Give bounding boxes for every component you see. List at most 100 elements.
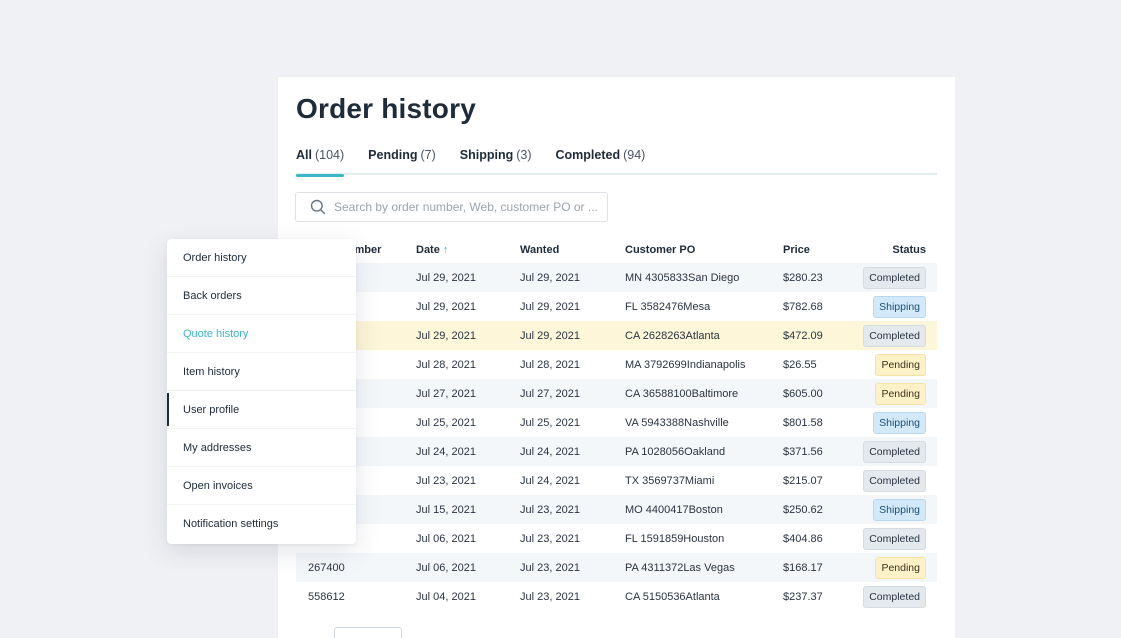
customer-po-cell: CA 5150536Atlanta xyxy=(625,590,720,603)
tab-pending[interactable]: Pending (7) xyxy=(368,147,436,175)
customer-po-cell: VA 5943388Nashville xyxy=(625,416,729,429)
table-row[interactable]: Jul 24, 2021 Jul 24, 2021 PA 1028056Oaklan… xyxy=(296,437,937,466)
wanted-date-cell: Jul 23, 2021 xyxy=(520,561,580,574)
date-cell: Jul 29, 2021 xyxy=(416,271,476,284)
sort-ascending-icon: ↑ xyxy=(442,244,449,256)
wanted-date-cell: Jul 25, 2021 xyxy=(520,416,580,429)
date-cell: Jul 28, 2021 xyxy=(416,358,476,371)
price-cell: $782.68 xyxy=(783,300,823,313)
menu-item-order-history[interactable]: Order history xyxy=(167,239,356,277)
date-cell: Jul 25, 2021 xyxy=(416,416,476,429)
status-badge: Pending xyxy=(875,353,926,376)
tab-label: Pending xyxy=(368,148,418,162)
status-badge: Completed xyxy=(863,440,926,463)
table-row[interactable]: 267400 Jul 06, 2021 Jul 23, 2021 PA 4311372… xyxy=(296,553,937,582)
page-title: Order history xyxy=(296,93,476,124)
tab-count: (104) xyxy=(314,148,345,162)
customer-po-cell: CA 36588100Baltimore xyxy=(625,387,739,400)
menu-item-item-history[interactable]: Item history xyxy=(167,353,356,391)
price-cell: $371.56 xyxy=(783,445,823,458)
menu-item-quote-history[interactable]: Quote history xyxy=(167,315,356,353)
status-cell: Shipping xyxy=(853,295,937,318)
menu-item-user-profile[interactable]: User profile xyxy=(167,391,356,429)
table-row[interactable]: Jul 15, 2021 Jul 23, 2021 MO 4400417Boston… xyxy=(296,495,937,524)
order-history-card: Order history All (104) Pending (7) Shippi… xyxy=(278,77,955,638)
customer-po-cell: FL 1591859Houston xyxy=(625,532,725,545)
status-badge: Completed xyxy=(863,527,926,550)
tab-completed[interactable]: Completed (94) xyxy=(556,147,646,175)
column-header-customer-po[interactable]: Customer PO xyxy=(625,244,696,256)
tab-label: Completed xyxy=(555,148,621,162)
menu-item-my-addresses[interactable]: My addresses xyxy=(167,429,356,467)
price-cell: $237.37 xyxy=(783,590,823,603)
date-cell: Jul 15, 2021 xyxy=(416,503,476,516)
table-row[interactable]: Jul 06, 2021 Jul 23, 2021 FL 1591859Housto… xyxy=(296,524,937,553)
column-header-date-label: Date xyxy=(416,244,440,256)
page-size-select[interactable] xyxy=(334,627,402,638)
date-cell: Jul 29, 2021 xyxy=(416,300,476,313)
customer-po-cell: PA 4311372Las Vegas xyxy=(625,561,735,574)
table-row[interactable]: Jul 23, 2021 Jul 24, 2021 TX 3569737Miami $… xyxy=(296,466,937,495)
table-row[interactable]: Jul 28, 2021 Jul 28, 2021 MA 3792699Indian… xyxy=(296,350,937,379)
status-cell: Pending xyxy=(853,382,937,405)
date-cell: Jul 06, 2021 xyxy=(416,561,476,574)
column-header-date[interactable]: Date ↑ xyxy=(416,244,520,256)
status-badge: Shipping xyxy=(873,411,926,434)
date-cell: Jul 06, 2021 xyxy=(416,532,476,545)
menu-item-open-invoices[interactable]: Open invoices xyxy=(167,467,356,505)
column-header-wanted[interactable]: Wanted xyxy=(520,244,560,256)
tab-label: All xyxy=(296,148,312,162)
status-badge: Completed xyxy=(863,469,926,492)
column-header-status-label: Status xyxy=(892,244,926,256)
status-badge: Pending xyxy=(875,556,926,579)
wanted-date-cell: Jul 23, 2021 xyxy=(520,532,580,545)
table-row[interactable]: Jul 25, 2021 Jul 25, 2021 VA 5943388Nashvi… xyxy=(296,408,937,437)
status-badge: Completed xyxy=(863,324,926,347)
tab-count: (94) xyxy=(623,148,646,162)
customer-po-cell: CA 2628263Atlanta xyxy=(625,329,720,342)
search-box xyxy=(295,192,608,222)
wanted-date-cell: Jul 24, 2021 xyxy=(520,445,580,458)
menu-item-notification-settings[interactable]: Notification settings xyxy=(183,518,279,530)
date-cell: Jul 23, 2021 xyxy=(416,474,476,487)
customer-po-cell: MA 3792699Indianapolis xyxy=(625,358,746,371)
tab-shipping[interactable]: Shipping (3) xyxy=(460,147,532,175)
customer-po-cell: MN 4305833San Diego xyxy=(625,271,740,284)
status-cell: Pending xyxy=(853,353,937,376)
price-cell: $168.17 xyxy=(783,561,823,574)
wanted-date-cell: Jul 29, 2021 xyxy=(520,271,580,284)
date-cell: Jul 29, 2021 xyxy=(416,329,476,342)
table-row[interactable]: Jul 29, 2021 Jul 29, 2021 CA 2628263Atlant… xyxy=(296,321,937,350)
column-header-status[interactable]: Status xyxy=(853,244,937,256)
status-cell: Pending xyxy=(853,556,937,579)
customer-po-cell: TX 3569737Miami xyxy=(625,474,715,487)
tab-all[interactable]: All (104) xyxy=(296,147,345,177)
wanted-date-cell: Jul 29, 2021 xyxy=(520,329,580,342)
status-cell: Completed xyxy=(853,324,937,347)
column-header-price[interactable]: Price xyxy=(783,244,810,256)
table-row[interactable]: 558612 Jul 04, 2021 Jul 23, 2021 CA 5150536… xyxy=(296,582,937,611)
status-cell: Completed xyxy=(853,266,937,289)
table-header: Order number Date↑ Wanted Customer PO Pr… xyxy=(296,237,937,263)
account-menu: Order history Back orders Quote history … xyxy=(167,239,356,544)
table-row[interactable]: Jul 27, 2021 Jul 27, 2021 CA 36588100Balti… xyxy=(296,379,937,408)
search-input[interactable] xyxy=(334,200,602,214)
table-row[interactable]: Jul 29, 2021 Jul 29, 2021 MN 4305833San Di… xyxy=(296,263,937,292)
search-icon xyxy=(310,199,326,215)
tab-label: Shipping xyxy=(459,148,514,162)
status-badge: Shipping xyxy=(873,295,926,318)
date-cell: Jul 04, 2021 xyxy=(416,590,476,603)
table-row[interactable]: Jul 29, 2021 Jul 29, 2021 FL 3582476Mesa $7… xyxy=(296,292,937,321)
status-badge: Completed xyxy=(863,585,926,608)
price-cell: $26.55 xyxy=(783,358,817,371)
order-number-cell: 558612 xyxy=(308,590,345,603)
status-badge: Shipping xyxy=(873,498,926,521)
status-badge: Completed xyxy=(863,266,926,289)
price-cell: $280.23 xyxy=(783,271,823,284)
price-cell: $215.07 xyxy=(783,474,823,487)
status-cell: Completed xyxy=(853,585,937,608)
price-cell: $605.00 xyxy=(783,387,823,400)
menu-item-back-orders[interactable]: Back orders xyxy=(167,277,356,315)
date-cell: Jul 27, 2021 xyxy=(416,387,476,400)
status-cell: Completed xyxy=(853,440,937,463)
